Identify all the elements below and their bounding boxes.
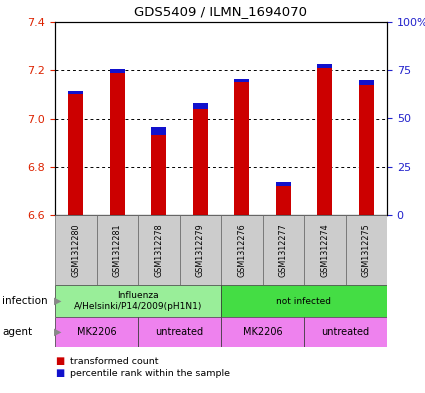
Text: untreated: untreated [321,327,370,337]
Bar [193,109,207,215]
Text: GSM1312281: GSM1312281 [113,223,122,277]
Text: GSM1312275: GSM1312275 [362,223,371,277]
Bar [55,285,221,317]
Bar [276,182,291,186]
Bar [221,317,304,347]
Bar [96,215,138,285]
Text: MK2206: MK2206 [243,327,282,337]
Text: GSM1312276: GSM1312276 [237,223,246,277]
Bar [68,91,83,94]
Bar [110,69,125,73]
Bar [151,135,166,215]
Text: ▶: ▶ [54,327,61,337]
Bar [55,215,96,285]
Bar [138,317,221,347]
Title: GDS5409 / ILMN_1694070: GDS5409 / ILMN_1694070 [134,5,308,18]
Text: ■: ■ [55,356,65,366]
Bar [359,85,374,215]
Text: GSM1312279: GSM1312279 [196,223,205,277]
Bar [110,73,125,215]
Bar [68,94,83,215]
Text: GSM1312277: GSM1312277 [279,223,288,277]
Bar [193,103,207,109]
Text: GSM1312278: GSM1312278 [154,223,163,277]
Text: infection: infection [2,296,48,306]
Text: GSM1312280: GSM1312280 [71,223,80,277]
Bar [151,127,166,135]
Text: agent: agent [2,327,32,337]
Bar [179,215,221,285]
Bar [346,215,387,285]
Bar [263,215,304,285]
Text: transformed count: transformed count [70,356,159,365]
Bar [276,186,291,215]
Bar [221,215,263,285]
Bar [55,317,138,347]
Bar [235,79,249,82]
Bar [138,215,179,285]
Text: percentile rank within the sample: percentile rank within the sample [70,369,230,378]
Text: GSM1312274: GSM1312274 [320,223,329,277]
Text: ▶: ▶ [54,296,61,306]
Bar [359,80,374,85]
Bar [221,285,387,317]
Bar [235,82,249,215]
Text: MK2206: MK2206 [76,327,116,337]
Bar [304,317,387,347]
Bar [317,68,332,215]
Text: not infected: not infected [277,296,332,305]
Text: Influenza
A/Helsinki/P14/2009(pH1N1): Influenza A/Helsinki/P14/2009(pH1N1) [74,291,202,311]
Text: untreated: untreated [156,327,204,337]
Text: ■: ■ [55,368,65,378]
Bar [304,215,346,285]
Bar [317,64,332,68]
